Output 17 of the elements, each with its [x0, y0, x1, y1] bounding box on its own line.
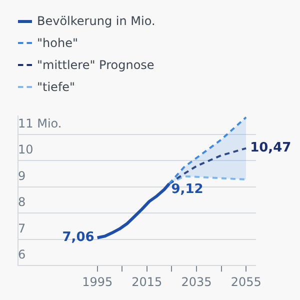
legend-label: "tiefe" [37, 80, 76, 94]
x-tick-label: 1995 [82, 274, 113, 289]
legend-label: Bevölkerung in Mio. [37, 14, 156, 28]
y-tick-label: 9 [18, 168, 26, 183]
y-tick-label: 11 Mio. [18, 116, 62, 130]
legend-label: "mittlere" Prognose [37, 58, 154, 72]
data-label: 7,06 [62, 230, 94, 246]
y-tick-label: 7 [18, 221, 26, 236]
x-tick-label: 2055 [230, 274, 262, 289]
data-label: 10,47 [250, 140, 292, 156]
data-label: 9,12 [171, 182, 204, 198]
legend-label: "hohe" [37, 36, 78, 50]
x-tick-label: 2035 [181, 274, 212, 289]
x-tick-label: 2015 [132, 274, 162, 289]
y-tick-label: 6 [18, 248, 26, 262]
y-tick-label: 10 [18, 142, 34, 157]
y-tick-label: 8 [18, 195, 26, 210]
